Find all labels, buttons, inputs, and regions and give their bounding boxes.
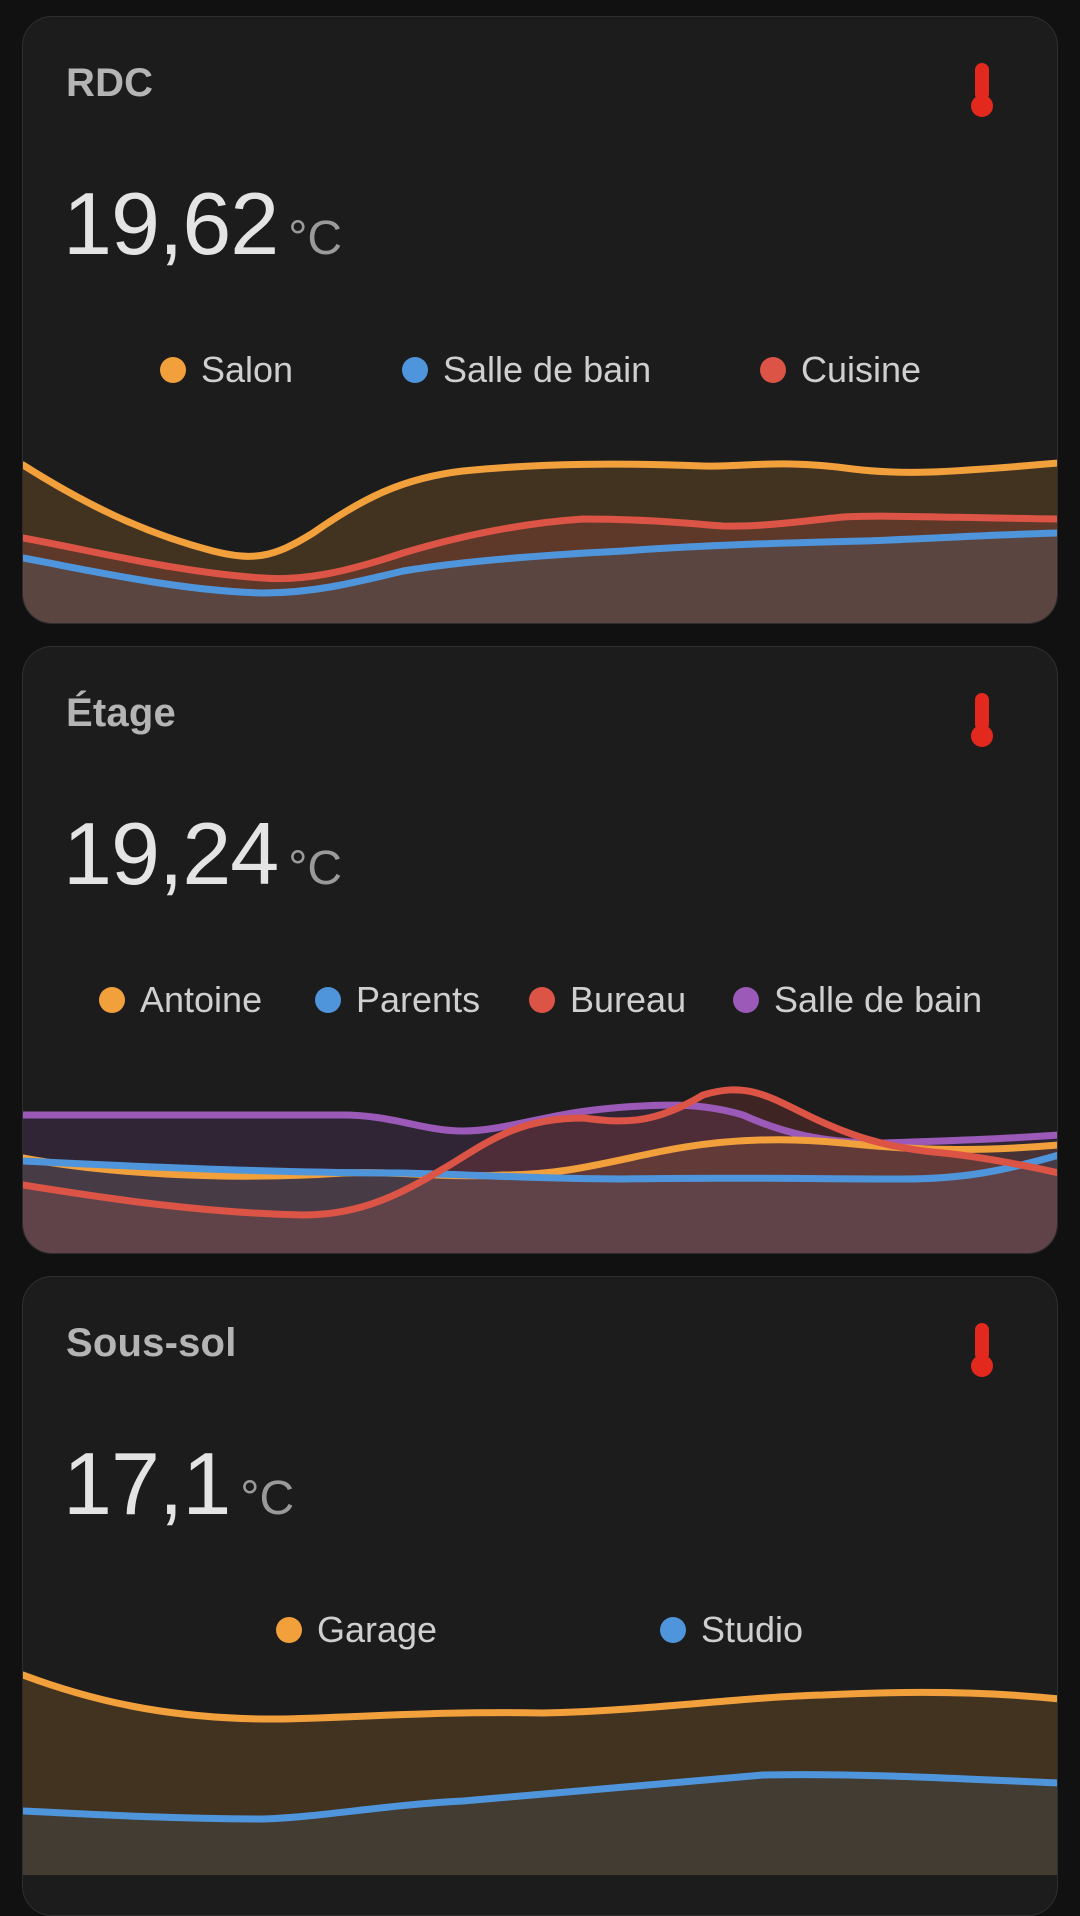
series-line-antoine xyxy=(23,1136,1057,1180)
series-line-cuisine xyxy=(23,512,1057,583)
chart-legend: Garage Studio xyxy=(23,1609,1057,1653)
series-line-garage xyxy=(23,1671,1057,1723)
series-line-salon xyxy=(23,459,1057,560)
legend-dot xyxy=(402,357,428,383)
series-line-studio xyxy=(23,1771,1057,1823)
card-title: RDC xyxy=(66,61,154,105)
temperature-unit: °C xyxy=(288,212,343,265)
thermometer-icon xyxy=(971,1323,993,1377)
series-line-salle-de-bain xyxy=(23,529,1057,597)
temperature-unit: °C xyxy=(240,1472,295,1525)
legend-label: Bureau xyxy=(570,979,687,1020)
series-area-antoine xyxy=(23,1139,1057,1253)
temperature-number: 19,24 xyxy=(63,804,279,903)
legend-label: Studio xyxy=(701,1609,804,1650)
thermometer-icon xyxy=(971,63,993,117)
legend-dot xyxy=(660,1617,686,1643)
card-title: Étage xyxy=(66,691,176,735)
legend-item[interactable]: Cuisine xyxy=(760,349,921,391)
temperature-unit: °C xyxy=(288,842,343,895)
legend-dot xyxy=(760,357,786,383)
history-chart[interactable] xyxy=(23,423,1058,623)
thermometer-icon xyxy=(971,693,993,747)
legend-item[interactable]: Salle de bain xyxy=(733,979,982,1021)
legend-item[interactable]: Parents xyxy=(315,979,480,1021)
temperature-value: 17,1 °C xyxy=(63,1433,294,1535)
temperature-number: 19,62 xyxy=(63,174,279,273)
series-line-parents xyxy=(23,1151,1057,1183)
legend-dot xyxy=(276,1617,302,1643)
sensor-card-rdc[interactable]: RDC 19,62 °C Salon Salle de bain Cuisine xyxy=(22,16,1058,624)
history-chart[interactable] xyxy=(23,1635,1058,1875)
temperature-value: 19,62 °C xyxy=(63,173,342,275)
legend-label: Cuisine xyxy=(801,349,922,390)
chart-legend: Antoine Parents Bureau Salle de bain xyxy=(23,979,1057,1023)
legend-label: Salle de bain xyxy=(774,979,983,1020)
legend-label: Parents xyxy=(356,979,481,1020)
legend-item[interactable]: Bureau xyxy=(529,979,686,1021)
temperature-number: 17,1 xyxy=(63,1434,231,1533)
series-line-bureau xyxy=(23,1086,1057,1219)
legend-dot xyxy=(529,987,555,1013)
history-chart[interactable] xyxy=(23,1053,1058,1253)
legend-dot xyxy=(315,987,341,1013)
legend-dot xyxy=(99,987,125,1013)
series-area-salle-de-bain xyxy=(23,533,1057,623)
series-area-salon xyxy=(23,463,1057,623)
sensor-card-etage[interactable]: Étage 19,24 °C Antoine Parents Bureau Sa… xyxy=(22,646,1058,1254)
legend-label: Antoine xyxy=(140,979,263,1020)
sensor-card-sous-sol[interactable]: Sous-sol 17,1 °C Garage Studio xyxy=(22,1276,1058,1916)
legend-dot xyxy=(733,987,759,1013)
legend-item[interactable]: Antoine xyxy=(99,979,262,1021)
legend-item[interactable]: Salle de bain xyxy=(402,349,651,391)
series-area-garage xyxy=(23,1675,1057,1875)
legend-label: Salle de bain xyxy=(443,349,652,390)
legend-item[interactable]: Studio xyxy=(660,1609,803,1651)
legend-label: Salon xyxy=(201,349,294,390)
legend-item[interactable]: Garage xyxy=(276,1609,437,1651)
legend-item[interactable]: Salon xyxy=(160,349,293,391)
series-area-studio xyxy=(23,1774,1057,1875)
chart-legend: Salon Salle de bain Cuisine xyxy=(23,349,1057,393)
legend-dot xyxy=(160,357,186,383)
legend-label: Garage xyxy=(317,1609,438,1650)
card-title: Sous-sol xyxy=(66,1321,237,1365)
temperature-value: 19,24 °C xyxy=(63,803,342,905)
